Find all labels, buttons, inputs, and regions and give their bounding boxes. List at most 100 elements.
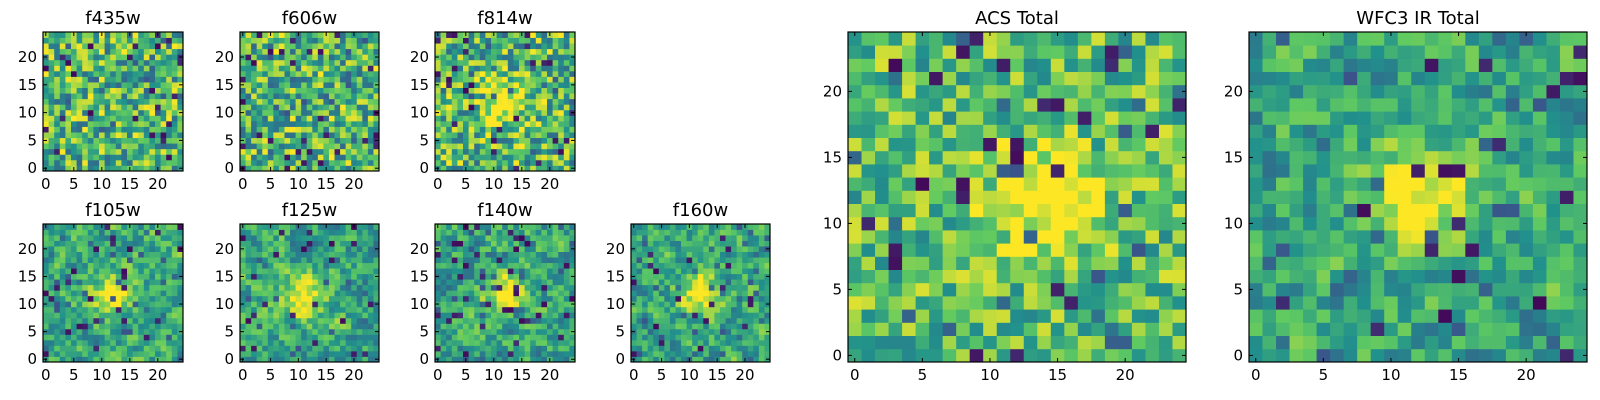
heatmap-cell (104, 159, 111, 166)
heatmap-cell (132, 65, 139, 72)
heatmap-cell (446, 148, 453, 155)
heatmap-cell (956, 230, 971, 244)
heatmap-cell (171, 339, 178, 346)
heatmap-cell (127, 312, 133, 319)
heatmap-cell (278, 284, 285, 291)
heatmap-cell (312, 262, 319, 269)
heatmap-cell (351, 290, 358, 297)
heatmap-cell (334, 126, 341, 133)
heatmap-cell (367, 295, 374, 302)
heatmap-cell (631, 312, 637, 319)
heatmap-cell (317, 295, 324, 302)
heatmap-cell (496, 312, 503, 319)
heatmap-cell (317, 59, 324, 66)
heatmap-cell (996, 309, 1011, 323)
heatmap-cell (502, 312, 509, 319)
heatmap-cell (552, 59, 559, 66)
heatmap-cell (457, 262, 464, 269)
heatmap-cell (373, 43, 380, 50)
heatmap-cell (703, 295, 710, 302)
heatmap-cell (362, 137, 369, 144)
heatmap-cell (479, 148, 486, 155)
heatmap-cell (240, 312, 246, 319)
heatmap-cell (251, 339, 258, 346)
heatmap-cell (110, 65, 117, 72)
heatmap-cell (127, 317, 133, 324)
heatmap-cell (692, 350, 699, 357)
heatmap-cell (278, 262, 285, 269)
heatmap-cell (714, 301, 721, 308)
heatmap-cell (54, 290, 61, 297)
heatmap-cell (345, 350, 352, 357)
heatmap-cell (474, 148, 481, 155)
heatmap-cell (463, 284, 469, 291)
heatmap-cell (295, 240, 302, 247)
heatmap-cell (731, 262, 738, 269)
heatmap-cell (373, 284, 380, 291)
heatmap-cell (278, 301, 285, 308)
heatmap-cell (71, 328, 77, 335)
heatmap-cell (59, 98, 66, 105)
heatmap-cell (340, 224, 347, 230)
heatmap-cell (558, 48, 565, 55)
heatmap-cell (104, 165, 111, 172)
heatmap-cell (367, 246, 374, 252)
heatmap-cell (284, 98, 291, 105)
heatmap-cell (312, 109, 319, 116)
heatmap-cell (340, 328, 347, 335)
heatmap-cell (132, 339, 139, 346)
heatmap-cell (43, 295, 49, 302)
heatmap-cell (636, 317, 643, 324)
x-tick-label: 15 (512, 175, 531, 193)
heatmap-cell (127, 65, 133, 72)
heatmap-cell (367, 98, 374, 105)
heatmap-cell (530, 323, 537, 330)
heatmap-cell (351, 120, 358, 127)
heatmap-cell (714, 290, 721, 297)
heatmap-cell (496, 148, 503, 155)
heatmap-cell (983, 243, 998, 257)
heatmap-cell (99, 262, 105, 269)
heatmap-cell (742, 235, 749, 241)
heatmap-cell (669, 257, 676, 264)
heatmap-cell (93, 229, 100, 236)
heatmap-cell (725, 345, 732, 352)
heatmap-cell (463, 115, 469, 122)
heatmap-cell (245, 98, 252, 105)
heatmap-cell (295, 350, 302, 357)
heatmap-cell (240, 143, 246, 150)
heatmap-cell (143, 120, 150, 127)
heatmap-cell (240, 279, 246, 286)
heatmap-cell (356, 312, 363, 319)
heatmap-cell (558, 257, 565, 264)
heatmap-cell (245, 37, 252, 44)
heatmap-cell (351, 82, 358, 88)
heatmap-cell (251, 350, 258, 357)
heatmap-cell (295, 279, 302, 286)
heatmap-cell (692, 339, 699, 346)
heatmap-cell (541, 65, 548, 72)
heatmap-cell (468, 59, 475, 66)
heatmap-cell (535, 120, 542, 127)
heatmap-cell (121, 59, 128, 66)
heatmap-cell (530, 82, 537, 88)
heatmap-cell (132, 70, 139, 77)
heatmap-cell (758, 246, 765, 252)
heatmap-cell (875, 190, 889, 204)
heatmap-cell (115, 126, 122, 133)
heatmap-cell (736, 334, 743, 341)
heatmap-cell (681, 306, 687, 313)
heatmap-cell (273, 93, 280, 100)
heatmap-cell (547, 345, 553, 352)
heatmap-cell (653, 295, 660, 302)
heatmap-cell (446, 132, 453, 139)
heatmap-cell (82, 240, 89, 247)
heatmap-cell (306, 251, 313, 258)
heatmap-cell (171, 70, 178, 77)
heatmap-cell (1104, 256, 1119, 270)
heatmap-cell (653, 290, 660, 297)
heatmap-cell (736, 323, 743, 330)
heatmap-cell (127, 268, 133, 275)
heatmap-cell (479, 48, 486, 55)
heatmap-cell (356, 165, 363, 172)
